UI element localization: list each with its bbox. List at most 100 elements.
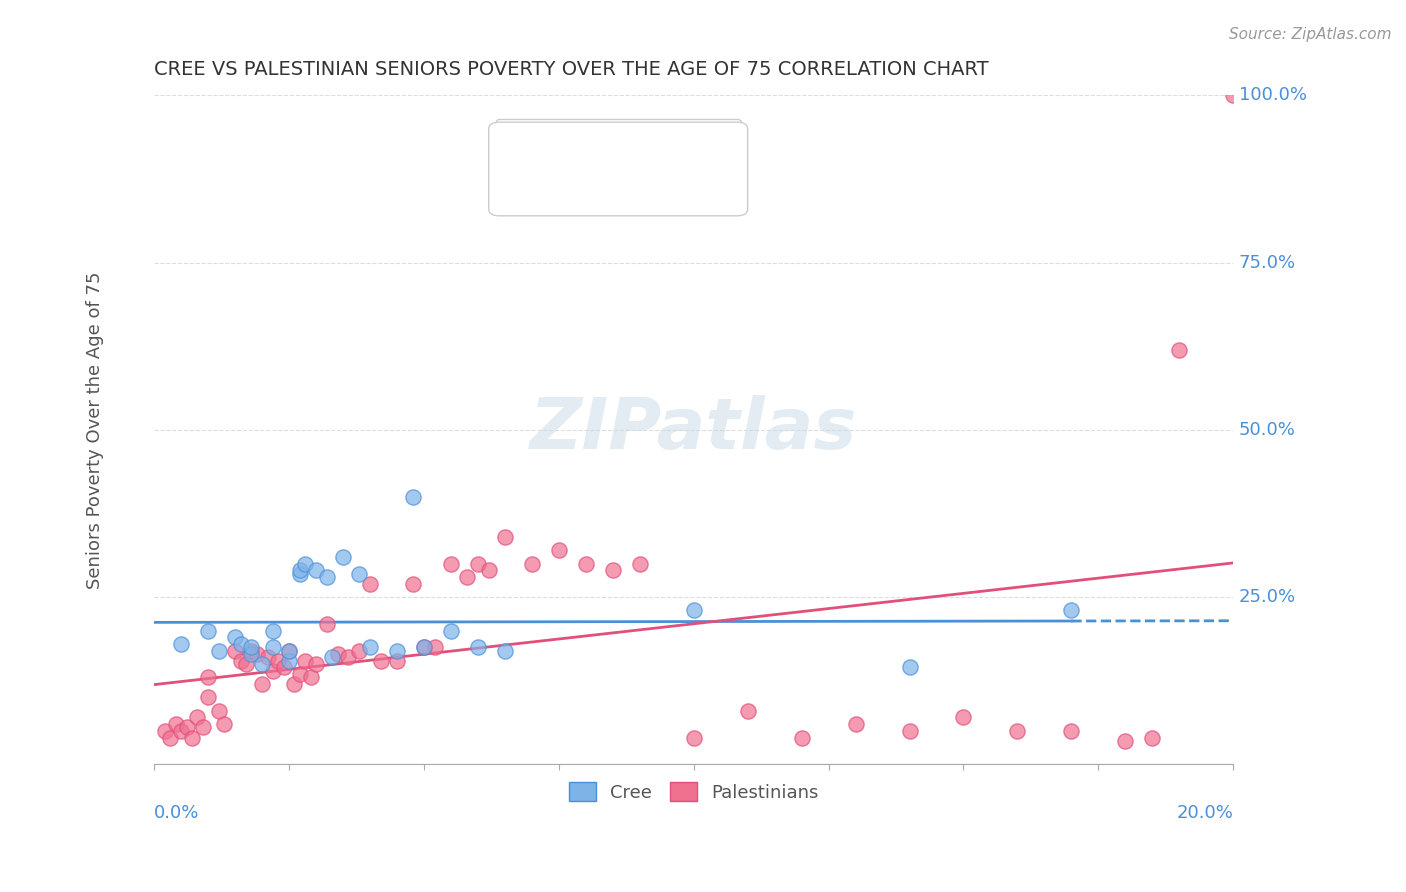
Point <box>246 647 269 661</box>
Point <box>326 647 349 661</box>
Point <box>467 640 489 655</box>
Point <box>229 654 252 668</box>
Point <box>547 543 569 558</box>
Point <box>413 640 436 655</box>
Point <box>159 731 181 745</box>
Point <box>1007 723 1029 738</box>
Point <box>224 643 246 657</box>
Point <box>165 717 187 731</box>
Point <box>240 640 263 655</box>
Point <box>1222 88 1244 103</box>
Text: 50.0%: 50.0% <box>1239 421 1295 439</box>
Point <box>602 563 624 577</box>
Point <box>413 640 436 655</box>
Point <box>288 563 311 577</box>
Point <box>250 657 273 671</box>
Point <box>349 566 371 581</box>
Text: 100.0%: 100.0% <box>1239 87 1306 104</box>
Point <box>359 576 381 591</box>
Point <box>214 717 236 731</box>
Point <box>315 616 337 631</box>
Point <box>288 566 311 581</box>
Point <box>898 660 921 674</box>
Point <box>240 647 263 661</box>
Point <box>737 704 759 718</box>
Point <box>181 731 204 745</box>
Point <box>208 704 231 718</box>
Point <box>682 603 704 617</box>
Point <box>197 690 219 705</box>
Point <box>315 570 337 584</box>
Text: 20.0%: 20.0% <box>1177 805 1233 822</box>
Point <box>278 654 301 668</box>
Point <box>467 557 489 571</box>
Point <box>440 624 463 638</box>
Point <box>294 654 316 668</box>
Point <box>456 570 478 584</box>
Legend: Cree, Palestinians: Cree, Palestinians <box>561 775 827 809</box>
Point <box>294 557 316 571</box>
Point <box>575 557 598 571</box>
Point <box>845 717 868 731</box>
Point <box>305 657 328 671</box>
Point <box>520 557 543 571</box>
Point <box>402 576 425 591</box>
Point <box>682 731 704 745</box>
Point <box>170 637 193 651</box>
Point <box>1114 734 1136 748</box>
Text: 25.0%: 25.0% <box>1239 588 1296 606</box>
Point <box>229 637 252 651</box>
Point <box>267 654 290 668</box>
Point <box>1142 731 1164 745</box>
Point <box>952 710 974 724</box>
Point <box>321 650 343 665</box>
Point <box>153 723 176 738</box>
Point <box>299 670 322 684</box>
Point <box>197 670 219 684</box>
Point <box>898 723 921 738</box>
FancyBboxPatch shape <box>489 122 748 216</box>
Point <box>262 664 284 678</box>
Point <box>337 650 360 665</box>
Point <box>423 640 446 655</box>
Point <box>170 723 193 738</box>
Point <box>628 557 651 571</box>
Point <box>262 624 284 638</box>
Point <box>440 557 463 571</box>
Point <box>332 549 354 564</box>
Point <box>370 654 392 668</box>
Point <box>790 731 813 745</box>
Point <box>1060 723 1083 738</box>
Point <box>494 530 516 544</box>
Point <box>235 657 257 671</box>
Text: 75.0%: 75.0% <box>1239 253 1296 272</box>
Point <box>478 563 501 577</box>
Point <box>385 654 408 668</box>
Point <box>191 721 214 735</box>
Point <box>359 640 381 655</box>
Point <box>402 490 425 504</box>
Point <box>256 650 278 665</box>
Point <box>176 721 198 735</box>
Point <box>186 710 208 724</box>
Point <box>283 677 305 691</box>
Point <box>224 630 246 644</box>
Point <box>288 667 311 681</box>
Point <box>1060 603 1083 617</box>
Point <box>278 643 301 657</box>
Text: Source: ZipAtlas.com: Source: ZipAtlas.com <box>1229 27 1392 42</box>
Point <box>1168 343 1191 357</box>
Point <box>208 643 231 657</box>
Point <box>240 643 263 657</box>
Text: 0.0%: 0.0% <box>155 805 200 822</box>
Point <box>349 643 371 657</box>
Text: CREE VS PALESTINIAN SENIORS POVERTY OVER THE AGE OF 75 CORRELATION CHART: CREE VS PALESTINIAN SENIORS POVERTY OVER… <box>155 60 988 78</box>
Text: Seniors Poverty Over the Age of 75: Seniors Poverty Over the Age of 75 <box>86 271 104 589</box>
Point <box>494 643 516 657</box>
Point <box>197 624 219 638</box>
Point <box>273 660 295 674</box>
Point <box>278 643 301 657</box>
Point <box>305 563 328 577</box>
Text: ZIPatlas: ZIPatlas <box>530 395 858 465</box>
Point <box>262 640 284 655</box>
